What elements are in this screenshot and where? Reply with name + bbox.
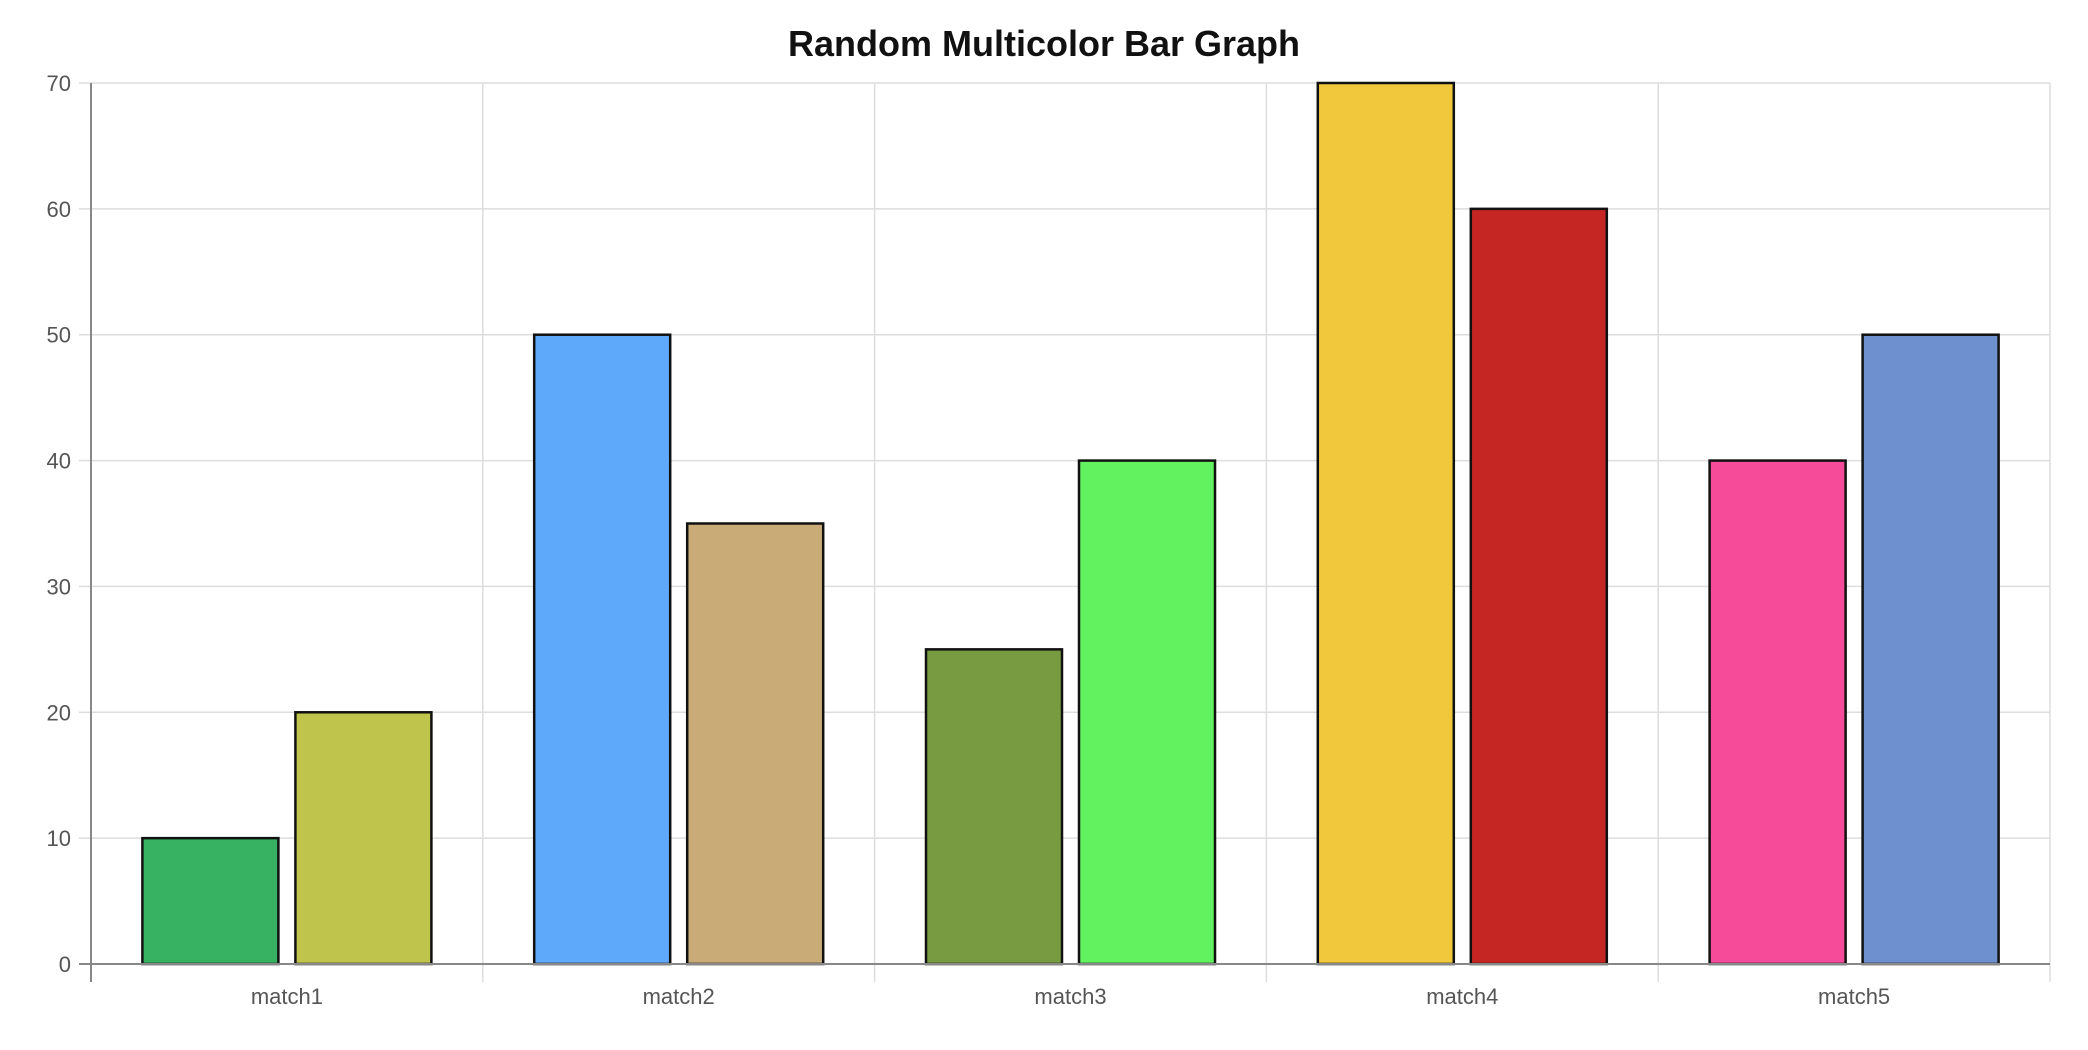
y-tick-label: 20 <box>47 700 71 725</box>
y-tick-label: 60 <box>47 197 71 222</box>
x-tick-label: match4 <box>1426 984 1498 1009</box>
x-tick-label: match5 <box>1818 984 1890 1009</box>
axes <box>79 83 2050 982</box>
y-tick-label: 10 <box>47 826 71 851</box>
y-tick-label: 50 <box>47 323 71 348</box>
y-tick-label: 0 <box>59 952 71 977</box>
bar-match2-2 <box>685 522 825 966</box>
bar-match2-1 <box>532 333 672 966</box>
y-tick-label: 40 <box>47 449 71 474</box>
y-tick-label: 70 <box>47 71 71 96</box>
bar-match1-2 <box>294 711 433 966</box>
bar-match3-1 <box>924 648 1064 966</box>
bar-match3-2 <box>1077 459 1217 966</box>
chart-title: Random Multicolor Bar Graph <box>788 23 1300 64</box>
bars <box>141 81 2000 966</box>
bar-match4-2 <box>1469 207 1609 966</box>
y-tick-label: 30 <box>47 574 71 599</box>
x-tick-label: match1 <box>251 984 323 1009</box>
bar-match5-2 <box>1861 333 2000 966</box>
x-tick-label: match2 <box>643 984 715 1009</box>
bar-match4-1 <box>1316 81 1456 966</box>
grid-lines <box>79 82 2051 982</box>
x-tick-label: match3 <box>1034 984 1106 1009</box>
bar-match5-1 <box>1708 459 1847 966</box>
tick-labels: 0 10 20 30 40 50 60 70 match1 match2 match3 match4 m… <box>47 71 1891 1009</box>
bar-match1-1 <box>141 836 280 966</box>
